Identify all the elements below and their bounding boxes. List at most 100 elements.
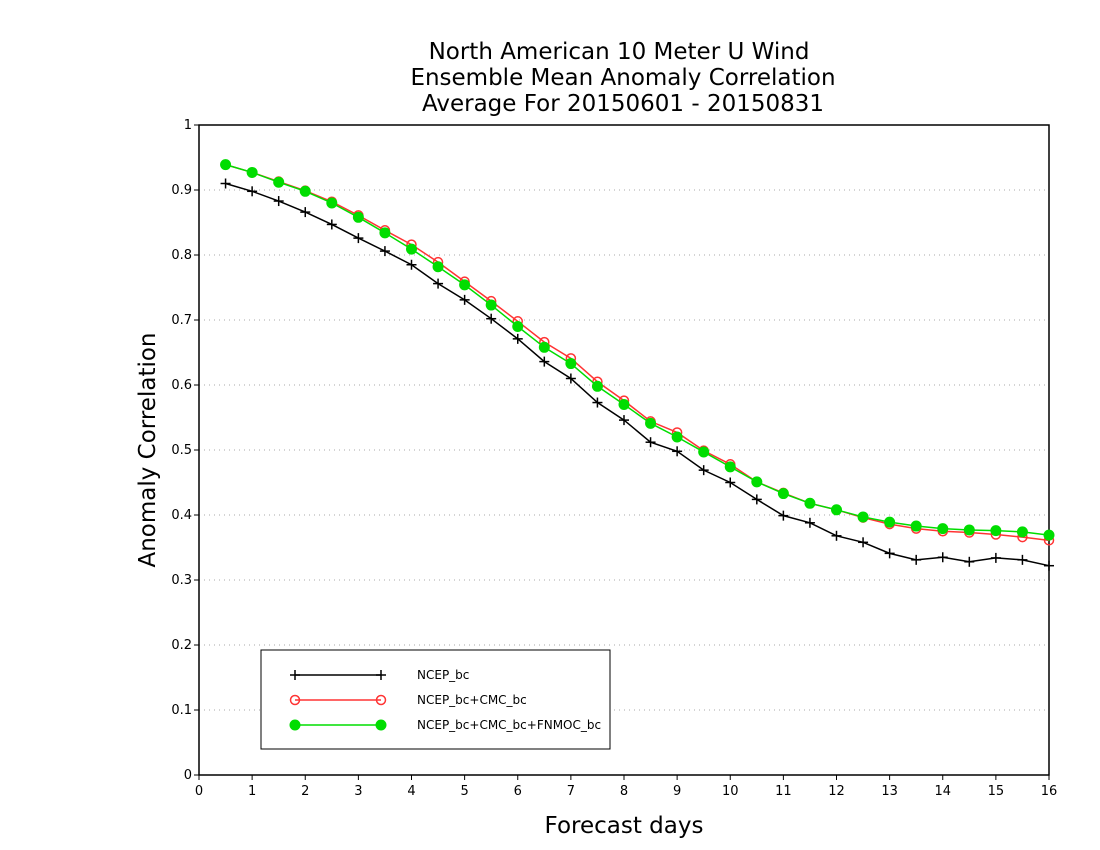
point-ncep-bc-cmc-bc-fnmoc-bc-12 — [538, 341, 550, 353]
legend-marker-start-ncep-bc-cmc-bc-fnmoc-bc — [289, 719, 301, 731]
series-ncep-bc — [220, 178, 1054, 571]
point-ncep-bc-cmc-bc-fnmoc-bc-24 — [857, 511, 869, 523]
point-ncep-bc-cmc-bc-fnmoc-bc-1 — [246, 166, 258, 178]
legend-item-ncep-bc: NCEP_bc — [290, 668, 469, 682]
legend-marker-end-ncep-bc — [376, 670, 386, 680]
point-ncep-bc-4 — [326, 219, 337, 230]
legend-marker-start-ncep-bc-cmc-bc — [289, 694, 301, 706]
legend-marker-start-ncep-bc — [290, 670, 300, 680]
point-ncep-bc-16 — [645, 437, 656, 448]
point-ncep-bc-cmc-bc-fnmoc-bc-16 — [645, 417, 657, 429]
series-line-ncep-bc — [225, 182, 1050, 567]
point-ncep-bc-31 — [1044, 560, 1054, 571]
point-ncep-bc-cmc-bc-fnmoc-bc-19 — [724, 461, 736, 473]
point-ncep-bc-10 — [486, 313, 497, 324]
point-ncep-bc-cmc-bc-fnmoc-bc-7 — [406, 243, 417, 255]
x-tick-label-3: 3 — [354, 784, 362, 799]
series-ncep-bc-cmc-bc — [220, 159, 1055, 546]
y-tick-label-3: 0.3 — [171, 573, 192, 588]
series-ncep-bc-cmc-bc-fnmoc-bc — [220, 159, 1055, 541]
chart-title: North American 10 Meter U Wind Ensemble … — [410, 39, 835, 117]
point-ncep-bc-cmc-bc-fnmoc-bc-6 — [379, 227, 391, 239]
point-ncep-bc-cmc-bc-fnmoc-bc-26 — [910, 520, 922, 532]
point-ncep-bc-cmc-bc-fnmoc-bc-2 — [273, 176, 285, 188]
point-ncep-bc-cmc-bc-fnmoc-bc-29 — [990, 525, 1002, 537]
point-ncep-bc-20 — [751, 494, 762, 505]
point-ncep-bc-cmc-bc-fnmoc-bc-11 — [512, 321, 524, 332]
point-ncep-bc-3 — [300, 207, 311, 218]
x-tick-label-6: 6 — [514, 784, 522, 799]
point-ncep-bc-8 — [433, 278, 444, 289]
y-tick-label-10: 1 — [184, 118, 192, 133]
point-ncep-bc-cmc-bc-fnmoc-bc-27 — [937, 523, 949, 535]
x-tick-label-10: 10 — [722, 784, 739, 799]
chart-title-line-3: Average For 20150601 - 20150831 — [422, 91, 824, 117]
legend-label-ncep-bc-cmc-bc-fnmoc-bc: NCEP_bc+CMC_bc+FNMOC_bc — [417, 718, 601, 732]
gridlines — [199, 189, 1049, 711]
point-ncep-bc-cmc-bc-fnmoc-bc-5 — [352, 211, 364, 223]
point-ncep-bc-22 — [804, 517, 815, 528]
legend-item-ncep-bc-cmc-bc-fnmoc-bc: NCEP_bc+CMC_bc+FNMOC_bc — [289, 718, 601, 732]
x-tick-label-1: 1 — [248, 784, 256, 799]
point-ncep-bc-cmc-bc-fnmoc-bc-10 — [485, 299, 497, 311]
point-ncep-bc-cmc-bc-fnmoc-bc-20 — [751, 476, 763, 488]
point-ncep-bc-cmc-bc-fnmoc-bc-3 — [299, 185, 311, 197]
y-tick-label-5: 0.5 — [171, 443, 192, 458]
x-tick-label-5: 5 — [460, 784, 468, 799]
point-ncep-bc-12 — [539, 356, 550, 367]
point-ncep-bc-11 — [512, 333, 523, 344]
series-line-ncep-bc-cmc-bc — [225, 163, 1050, 542]
point-ncep-bc-9 — [459, 294, 470, 305]
y-tick-label-0: 0 — [184, 768, 192, 783]
point-ncep-bc-cmc-bc-fnmoc-bc-0 — [220, 159, 232, 171]
point-ncep-bc-19 — [725, 477, 736, 488]
point-ncep-bc-cmc-bc-fnmoc-bc-8 — [432, 261, 444, 273]
point-ncep-bc-2 — [273, 196, 284, 207]
x-axis-title: Forecast days — [545, 813, 704, 839]
point-ncep-bc-cmc-bc-fnmoc-bc-15 — [618, 399, 630, 410]
point-ncep-bc-29 — [990, 552, 1001, 563]
point-ncep-bc-cmc-bc-fnmoc-bc-17 — [671, 431, 683, 443]
point-ncep-bc-0 — [220, 178, 231, 189]
x-tick-label-13: 13 — [881, 784, 898, 799]
point-ncep-bc-5 — [353, 233, 364, 244]
y-tick-label-7: 0.7 — [171, 313, 192, 328]
x-tick-label-12: 12 — [828, 784, 845, 799]
point-ncep-bc-cmc-bc-fnmoc-bc-22 — [804, 497, 816, 509]
point-ncep-bc-28 — [964, 556, 975, 567]
point-ncep-bc-6 — [379, 246, 390, 257]
series-lines — [220, 159, 1055, 571]
legend-marker-end-ncep-bc-cmc-bc-fnmoc-bc — [375, 719, 387, 731]
x-tick-label-15: 15 — [988, 784, 1005, 799]
point-ncep-bc-cmc-bc-fnmoc-bc-25 — [884, 516, 896, 528]
x-tick-label-0: 0 — [195, 784, 203, 799]
y-tick-label-2: 0.2 — [171, 638, 192, 653]
y-tick-label-8: 0.8 — [171, 248, 192, 263]
legend-item-ncep-bc-cmc-bc: NCEP_bc+CMC_bc — [289, 693, 527, 707]
point-ncep-bc-cmc-bc-fnmoc-bc-23 — [831, 504, 842, 516]
x-tick-label-2: 2 — [301, 784, 309, 799]
point-ncep-bc-cmc-bc-fnmoc-bc-18 — [698, 446, 710, 458]
point-ncep-bc-cmc-bc-fnmoc-bc-4 — [326, 197, 338, 209]
x-tick-label-11: 11 — [775, 784, 792, 799]
y-axis-title: Anomaly Correlation — [135, 332, 161, 567]
y-tick-label-6: 0.6 — [171, 378, 192, 393]
x-axis-ticks: 0 1 2 3 4 5 6 7 8 9 10 11 12 13 14 15 16 — [195, 775, 1057, 799]
point-ncep-bc-30 — [1017, 554, 1028, 565]
x-tick-label-7: 7 — [567, 784, 575, 799]
point-ncep-bc-15 — [619, 415, 629, 426]
point-ncep-bc-23 — [831, 530, 842, 541]
chart-title-line-2: Ensemble Mean Anomaly Correlation — [410, 65, 835, 91]
point-ncep-bc-14 — [592, 397, 603, 408]
x-tick-label-16: 16 — [1041, 784, 1058, 799]
series-line-ncep-bc-cmc-bc-fnmoc-bc — [225, 163, 1050, 536]
x-tick-label-4: 4 — [407, 784, 415, 799]
point-ncep-bc-cmc-bc-fnmoc-bc-28 — [963, 524, 975, 536]
point-ncep-bc-7 — [406, 259, 417, 270]
point-ncep-bc-21 — [778, 510, 789, 521]
x-tick-label-14: 14 — [934, 784, 951, 799]
point-ncep-bc-17 — [672, 446, 683, 457]
point-ncep-bc-cmc-bc-fnmoc-bc-21 — [777, 488, 789, 500]
legend: NCEP_bc NCEP_bc+CMC_bc NCEP_bc+CMC_bc+FNMO… — [260, 649, 611, 750]
